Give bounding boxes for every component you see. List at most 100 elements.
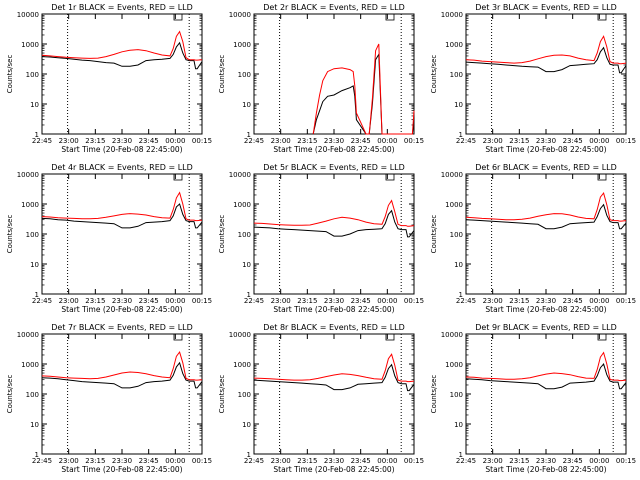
x-tick-label: 22:45	[244, 457, 264, 465]
chart-title: Det 7r BLACK = Events, RED = LLD	[51, 323, 193, 332]
y-tick-label: 10000	[229, 331, 251, 339]
y-tick-label: 1000	[21, 41, 39, 49]
y-tick-label: 10000	[229, 11, 251, 19]
y-tick-label: 10	[454, 261, 463, 269]
plot-frame	[465, 13, 627, 135]
y-tick-label: 10000	[441, 11, 463, 19]
y-tick-label: 100	[26, 391, 39, 399]
x-tick-label: 23:15	[85, 457, 105, 465]
y-tick-label: 10	[242, 421, 251, 429]
chart-title: Det 6r BLACK = Events, RED = LLD	[475, 163, 617, 172]
y-tick-label: 1	[35, 131, 39, 139]
indicator-box	[597, 13, 607, 21]
y-tick-label: 10	[30, 261, 39, 269]
x-tick-label: 00:00	[377, 457, 397, 465]
x-tick-label: 00:00	[589, 137, 609, 145]
x-tick-label: 23:15	[509, 297, 529, 305]
y-tick-label: 10000	[17, 331, 39, 339]
x-tick-label: 23:30	[324, 137, 344, 145]
y-tick-label: 1000	[233, 201, 251, 209]
y-tick-label: 10000	[229, 171, 251, 179]
x-tick-label: 23:15	[85, 137, 105, 145]
x-tick-label: 23:30	[536, 297, 556, 305]
plot-frame	[253, 13, 415, 135]
x-tick-label: 23:00	[271, 297, 291, 305]
y-tick-label: 1	[35, 451, 39, 459]
x-tick-label: 00:15	[404, 137, 424, 145]
x-tick-label: 23:45	[563, 457, 583, 465]
lld-series-line	[465, 351, 627, 382]
x-tick-label: 23:00	[59, 297, 79, 305]
x-tick-label: 23:45	[139, 297, 159, 305]
indicator-box	[597, 333, 607, 341]
lld-series-line	[41, 30, 203, 61]
y-tick-label: 100	[26, 231, 39, 239]
x-axis-label: Start Time (20-Feb-08 22:45:00)	[273, 145, 394, 154]
chart-panel-4: Det 4r BLACK = Events, RED = LLD 1 10 100 10…	[6, 163, 212, 314]
indicator-box	[173, 13, 183, 21]
x-tick-label: 23:30	[324, 457, 344, 465]
y-tick-label: 100	[238, 71, 251, 79]
x-tick-label: 00:15	[192, 297, 212, 305]
x-tick-label: 23:15	[509, 457, 529, 465]
chart-panel-5: Det 5r BLACK = Events, RED = LLD 1 10 100 10…	[218, 163, 424, 314]
events-series-line	[41, 41, 203, 70]
x-tick-label: 23:15	[85, 297, 105, 305]
y-tick-label: 100	[26, 71, 39, 79]
events-series-line	[41, 203, 203, 229]
y-axis-label: Counts/sec	[218, 375, 226, 414]
indicator-box	[385, 333, 395, 341]
indicator-box	[173, 173, 183, 181]
y-tick-label: 1000	[445, 201, 463, 209]
chart-panel-6: Det 6r BLACK = Events, RED = LLD 1 10 100 10…	[430, 163, 636, 314]
events-series-line	[465, 203, 627, 230]
y-tick-label: 1	[459, 291, 463, 299]
chart-title: Det 4r BLACK = Events, RED = LLD	[51, 163, 193, 172]
x-tick-label: 23:15	[509, 137, 529, 145]
x-tick-label: 23:30	[112, 137, 132, 145]
y-tick-label: 1	[459, 451, 463, 459]
chart-title: Det 1r BLACK = Events, RED = LLD	[51, 3, 193, 12]
indicator-box	[385, 173, 395, 181]
y-axis-label: Counts/sec	[218, 55, 226, 94]
x-tick-label: 23:30	[324, 297, 344, 305]
y-tick-label: 100	[450, 231, 463, 239]
y-axis-label: Counts/sec	[430, 375, 438, 414]
events-series-line	[253, 209, 415, 238]
y-tick-label: 1000	[445, 41, 463, 49]
x-tick-label: 00:00	[589, 457, 609, 465]
chart-title: Det 2r BLACK = Events, RED = LLD	[263, 3, 405, 12]
x-axis-label: Start Time (20-Feb-08 22:45:00)	[485, 465, 606, 474]
plot-frame	[253, 173, 415, 295]
x-tick-label: 23:00	[59, 457, 79, 465]
x-tick-label: 23:45	[563, 137, 583, 145]
y-tick-label: 1	[35, 291, 39, 299]
y-tick-label: 1	[247, 451, 251, 459]
x-tick-label: 23:15	[297, 297, 317, 305]
y-axis-label: Counts/sec	[430, 55, 438, 94]
x-tick-label: 22:45	[32, 137, 52, 145]
x-tick-label: 23:45	[563, 297, 583, 305]
x-axis-label: Start Time (20-Feb-08 22:45:00)	[485, 145, 606, 154]
indicator-box	[597, 173, 607, 181]
x-tick-label: 00:00	[165, 457, 185, 465]
x-tick-label: 22:45	[244, 137, 264, 145]
y-tick-label: 10000	[17, 171, 39, 179]
y-tick-label: 1	[247, 291, 251, 299]
lld-series-line	[465, 35, 627, 65]
x-axis-label: Start Time (20-Feb-08 22:45:00)	[61, 305, 182, 314]
x-tick-label: 00:15	[404, 297, 424, 305]
chart-panel-9: Det 9r BLACK = Events, RED = LLD 1 10 100 10…	[430, 323, 636, 474]
x-tick-label: 23:30	[536, 457, 556, 465]
x-tick-label: 22:45	[32, 297, 52, 305]
x-tick-label: 00:15	[404, 457, 424, 465]
x-tick-label: 00:00	[165, 137, 185, 145]
x-tick-label: 23:00	[271, 457, 291, 465]
x-tick-label: 23:45	[139, 457, 159, 465]
x-tick-label: 22:45	[456, 457, 476, 465]
x-axis-label: Start Time (20-Feb-08 22:45:00)	[61, 465, 182, 474]
lld-series-line	[312, 43, 415, 135]
x-tick-label: 23:00	[59, 137, 79, 145]
x-tick-label: 23:00	[483, 137, 503, 145]
x-tick-label: 23:00	[483, 297, 503, 305]
